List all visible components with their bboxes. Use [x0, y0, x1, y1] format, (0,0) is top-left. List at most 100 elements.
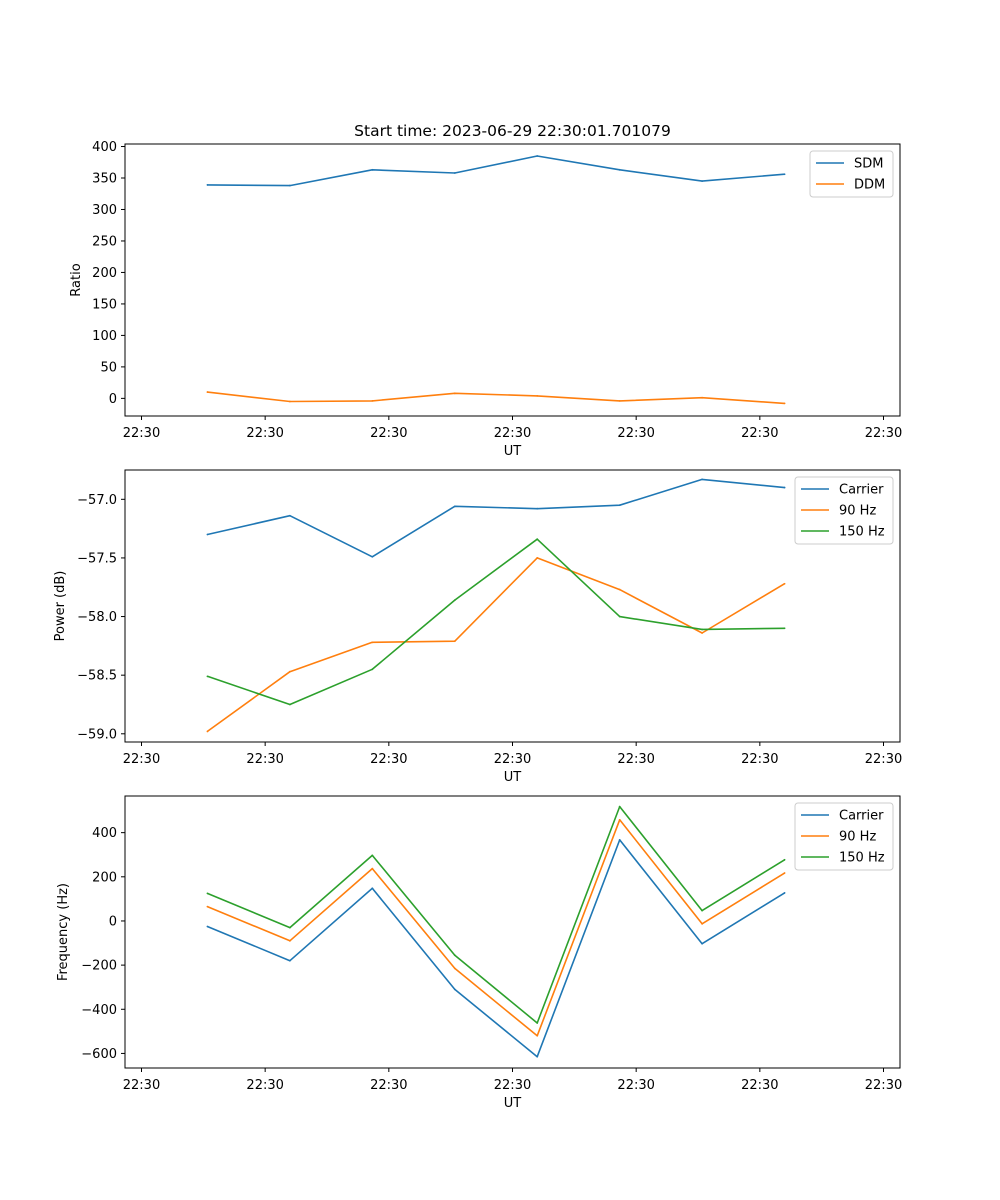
data-point: [453, 954, 456, 957]
x-tick-label: 22:30: [865, 752, 902, 767]
data-point: [783, 582, 786, 585]
legend-label: Carrier: [839, 483, 884, 498]
legend-label: 90 Hz: [839, 504, 876, 519]
series-line-carrier: [207, 839, 786, 1058]
y-tick-label: 400: [92, 826, 117, 841]
data-point: [536, 1034, 539, 1037]
series-line-150-hz: [207, 805, 786, 1024]
data-point: [783, 627, 786, 630]
data-point: [288, 514, 291, 517]
x-axis-label: UT: [504, 444, 522, 459]
y-tick-label: 350: [92, 172, 117, 187]
x-tick-label: 22:30: [494, 752, 531, 767]
data-point: [206, 391, 209, 393]
series-line-90-hz: [206, 557, 786, 733]
data-point: [371, 641, 374, 644]
data-point: [288, 959, 291, 962]
x-tick-label: 22:30: [741, 752, 778, 767]
x-tick-label: 22:30: [246, 426, 283, 441]
legend-label: 150 Hz: [839, 851, 885, 866]
data-point: [618, 615, 621, 618]
data-point: [783, 402, 786, 405]
data-point: [288, 184, 291, 187]
data-point: [618, 588, 621, 591]
x-tick-label: 22:30: [741, 1078, 778, 1093]
data-point: [371, 887, 374, 890]
legend-label: Carrier: [839, 809, 884, 824]
legend: Carrier 90 Hz 150 Hz: [794, 476, 894, 545]
data-point: [783, 486, 786, 489]
y-tick-label: 50: [100, 360, 117, 375]
data-point: [783, 872, 786, 874]
data-point: [618, 399, 621, 402]
data-point: [206, 892, 209, 895]
x-tick-label: 22:30: [246, 1078, 283, 1093]
legend-box: [794, 802, 894, 871]
y-tick-label: −400: [81, 1003, 117, 1018]
y-tick-label: 200: [92, 266, 117, 281]
x-tick-label: 22:30: [617, 426, 654, 441]
chart-panel-1: 22:30 22:30 22:30 22:30 22:30 22:30 22:30 0 50 10…: [69, 140, 902, 459]
data-point: [288, 939, 291, 942]
data-point: [536, 538, 539, 541]
y-tick-label: 150: [92, 297, 117, 312]
y-tick-label: −57.5: [77, 551, 117, 566]
x-axis-label: UT: [504, 1096, 522, 1111]
data-point: [206, 184, 209, 186]
legend-label: SDM: [854, 157, 883, 172]
series-line-carrier: [207, 478, 785, 558]
x-tick-label: 22:30: [741, 426, 778, 441]
y-tick-label: −59.0: [77, 727, 117, 742]
data-point: [453, 967, 456, 970]
data-point: [783, 892, 786, 894]
x-tick-label: 22:30: [370, 426, 407, 441]
data-point: [288, 400, 291, 403]
data-point: [206, 533, 209, 536]
data-point: [371, 668, 374, 671]
y-tick-label: 0: [109, 914, 117, 929]
y-tick-label: −200: [81, 959, 117, 974]
data-point: [618, 839, 621, 841]
data-point: [371, 555, 374, 558]
data-point: [453, 172, 456, 174]
data-point: [453, 505, 456, 508]
y-tick-label: 250: [92, 234, 117, 249]
data-point: [701, 396, 704, 399]
x-tick-label: 22:30: [123, 426, 160, 441]
data-point: [206, 730, 209, 733]
x-tick-label: 22:30: [123, 752, 160, 767]
data-point: [288, 670, 291, 673]
data-point: [453, 599, 456, 602]
y-tick-label: 400: [92, 140, 117, 155]
x-tick-label: 22:30: [865, 1078, 902, 1093]
data-point: [618, 805, 621, 808]
data-point: [701, 909, 704, 912]
x-tick-label: 22:30: [617, 1078, 654, 1093]
y-tick-label: −58.5: [77, 669, 117, 684]
data-point: [701, 478, 704, 481]
data-point: [536, 155, 539, 157]
y-tick-label: 200: [92, 870, 117, 885]
data-point: [701, 632, 704, 634]
series-line-90-hz: [207, 818, 786, 1037]
series-line-ddm: [207, 391, 785, 405]
y-axis-label: Ratio: [69, 263, 84, 296]
data-point: [288, 703, 291, 706]
chart-panel-2: 22:30 22:30 22:30 22:30 22:30 22:30 22:30 −59.0…: [53, 469, 902, 785]
data-point: [371, 867, 374, 870]
x-tick-label: 22:30: [494, 1078, 531, 1093]
data-point: [453, 640, 456, 643]
figure-title: Start time: 2023-06-29 22:30:01.701079: [354, 122, 671, 140]
x-tick-label: 22:30: [246, 752, 283, 767]
data-point: [536, 1022, 539, 1024]
data-point: [206, 925, 209, 928]
data-point: [536, 507, 539, 510]
legend-box: [794, 476, 894, 545]
y-axis-label: Frequency (Hz): [56, 883, 71, 981]
data-point: [206, 675, 209, 678]
x-axis-label: UT: [504, 770, 522, 785]
data-point: [206, 905, 209, 908]
legend-label: 90 Hz: [839, 830, 876, 845]
